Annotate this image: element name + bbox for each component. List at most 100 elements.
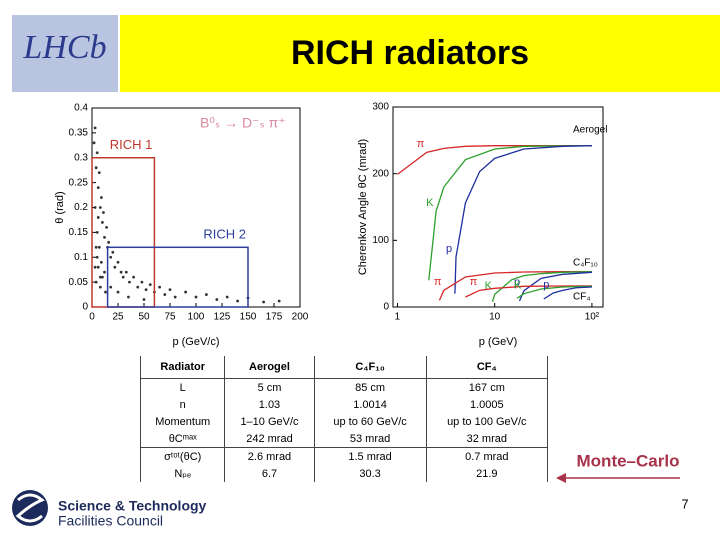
y-axis-label: Cherenkov Angle θC (mrad) [357, 139, 369, 275]
table-cell: 1.5 mrad [313, 447, 427, 465]
scatter-point [98, 206, 102, 209]
scatter-point [194, 295, 198, 299]
scatter-point [99, 196, 103, 199]
region-box [91, 157, 156, 308]
page-number: 7 [681, 496, 688, 511]
x-tick-label: 50 [138, 312, 150, 323]
scatter-point [104, 290, 107, 294]
y-tick-label: 0.3 [74, 152, 88, 163]
y-tick-label: 0.15 [69, 227, 89, 238]
series-line [438, 271, 592, 301]
title-banner [120, 15, 720, 92]
x-tick-label: 10 [489, 312, 501, 323]
table-cell: 1.0014 [313, 396, 427, 413]
scatter-point [103, 235, 106, 239]
table-row: n 1.03 1.0014 1.0005 [139, 396, 549, 413]
decay-label: B⁰ₛ → D⁻ₛ π⁺ [200, 115, 286, 131]
region-label: RICH 1 [110, 137, 153, 152]
series-line [454, 145, 592, 294]
table-cell: n [139, 396, 226, 413]
x-tick-label: 25 [112, 312, 124, 323]
table-cell: 0.7 mrad [425, 447, 549, 465]
scatter-point [262, 300, 265, 304]
header-cell: C₄F₁₀ [313, 356, 427, 379]
header-cell: CF₄ [425, 356, 549, 379]
scatter-point [97, 171, 101, 175]
scatter-point [94, 166, 98, 170]
table-cell: σᵗᵒᵗ(θC) [139, 447, 226, 465]
scatter-point [95, 151, 99, 155]
y-tick-label: 0.2 [74, 202, 88, 213]
table-header-row: Radiator Aerogel C₄F₁₀ CF₄ [139, 356, 549, 379]
scatter-point [111, 250, 115, 254]
stfc-logo [12, 490, 48, 526]
header-cell: Aerogel [224, 356, 315, 379]
table-cell: up to 60 GeV/c [313, 413, 427, 430]
org-name: Science & Technology [58, 498, 207, 514]
table-cell: 21.9 [425, 465, 549, 482]
y-tick-label: 0.4 [74, 103, 88, 114]
scatter-point [215, 298, 219, 301]
scatter-point [105, 226, 108, 229]
scatter-point [158, 285, 162, 289]
table-cell: 1.03 [224, 396, 315, 413]
scatter-point [140, 280, 144, 284]
scatter-point [96, 265, 100, 269]
scatter-point [205, 293, 208, 296]
logo-box [12, 15, 118, 92]
x-tick-label: 150 [240, 312, 257, 323]
series-line [465, 285, 592, 298]
table-cell: 2.6 mrad [224, 447, 315, 465]
y-tick-label: 200 [372, 168, 389, 179]
radiator-label: Aerogel [573, 125, 607, 136]
scatter-point [93, 126, 97, 130]
table-row: Nₚₑ 6.7 30.3 21.9 [139, 465, 549, 482]
scatter-point [116, 290, 120, 294]
x-tick-label: 200 [292, 312, 309, 323]
x-tick-label: 1 [395, 312, 401, 323]
scatter-point [95, 255, 99, 259]
table-cell: Momentum [139, 413, 226, 430]
arrow-head [556, 473, 566, 483]
scatter-point [121, 275, 125, 279]
series-label: p [514, 277, 520, 289]
scatter-point [144, 288, 148, 291]
series-label: K [485, 280, 493, 292]
scatter-point [119, 270, 123, 274]
scatter-point [102, 211, 105, 214]
x-axis-label: p (GeV/c) [172, 336, 219, 348]
scatter-point [126, 295, 130, 299]
scatter-point [142, 298, 146, 301]
scatter-point [103, 270, 106, 274]
scatter-point [184, 290, 188, 294]
scatter-point [99, 260, 103, 264]
table-cell: 6.7 [224, 465, 315, 482]
scatter-point [109, 255, 113, 259]
table-cell: 32 mrad [425, 430, 549, 448]
table-cell: Nₚₑ [139, 465, 226, 482]
x-tick-label: 125 [214, 312, 231, 323]
y-tick-label: 300 [372, 102, 389, 113]
scatter-point [168, 288, 172, 291]
x-tick-label: 0 [89, 312, 95, 323]
scatter-point [101, 275, 104, 279]
series-label: p [446, 243, 452, 255]
scatter-point [128, 280, 131, 284]
scatter-point [277, 299, 281, 303]
logo: LHCb [22, 29, 106, 66]
table-cell: 5 cm [224, 378, 315, 396]
table-row: Momentum 1–10 GeV/c up to 60 GeV/c up to 10… [139, 413, 549, 430]
scatter-point [96, 186, 100, 190]
scatter-point [98, 285, 102, 289]
slide-title: RICH radiators [291, 34, 529, 72]
radiator-label: C₄F₁₀ [573, 258, 598, 269]
table-cell: L [139, 378, 226, 396]
y-tick-label: 0.35 [69, 128, 89, 139]
table-cell: 1–10 GeV/c [224, 413, 315, 430]
y-tick-label: 0 [383, 302, 389, 313]
radiator-label: CF₄ [573, 292, 590, 303]
table-cell: 53 mrad [313, 430, 427, 448]
scatter-point [136, 285, 140, 289]
